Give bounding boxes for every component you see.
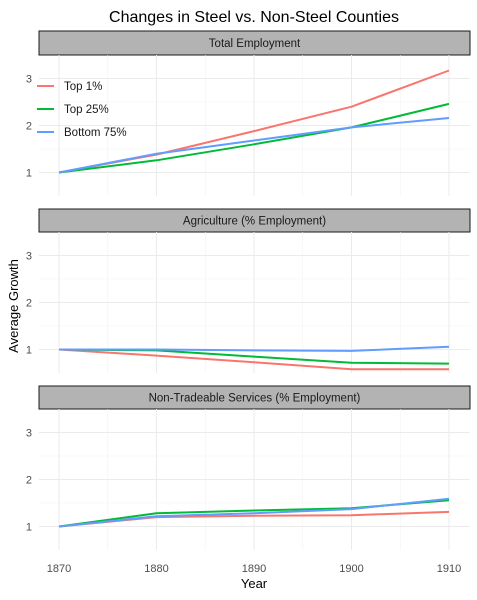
y-tick-label: 3 (26, 251, 32, 263)
series-line-top25 (58, 102, 450, 174)
y-tick-label: 2 (26, 475, 32, 487)
series-line-bottom75 (59, 345, 450, 352)
y-tick-label: 1 (26, 168, 32, 180)
y-tick-label: 1 (26, 522, 32, 534)
panel: Agriculture (% Employment) 1 2 3 (26, 208, 471, 373)
x-tick-label: 1880 (144, 563, 168, 575)
x-tick-label: 1870 (47, 563, 71, 575)
y-tick-label: 3 (26, 428, 32, 440)
panel-strip-label: Non-Tradeable Services (% Employment) (149, 393, 361, 405)
chart-title: Changes in Steel vs. Non-Steel Counties (109, 9, 399, 26)
series-line-bottom75 (58, 117, 450, 174)
series-line-top1 (58, 348, 449, 371)
panel: Total Employment 1 2 3 (26, 30, 471, 196)
panel-strip-label: Agriculture (% Employment) (183, 216, 326, 228)
x-axis-label: Year (241, 576, 268, 591)
x-tick-label: 1890 (242, 563, 266, 575)
x-tick-label: 1900 (339, 563, 363, 575)
legend-label: Bottom 75% (64, 127, 127, 139)
panel-strip (38, 30, 471, 56)
x-tick-label: 1910 (437, 563, 461, 575)
y-tick-label: 1 (26, 345, 32, 357)
panel-strip-label: Total Employment (209, 38, 301, 50)
legend-label: Top 25% (64, 104, 109, 116)
legend: Top 1% Top 25% Bottom 75% (37, 81, 127, 139)
x-axis: 1870 1880 1890 1900 1910 (47, 563, 461, 575)
panel: Non-Tradeable Services (% Employment) 1 2 3 (26, 385, 471, 550)
series-line-bottom75 (58, 497, 450, 528)
y-tick-label: 2 (26, 298, 32, 310)
y-tick-label: 2 (26, 121, 32, 133)
legend-label: Top 1% (64, 81, 102, 93)
y-tick-label: 3 (26, 74, 32, 86)
y-axis-label: Average Growth (6, 259, 21, 353)
